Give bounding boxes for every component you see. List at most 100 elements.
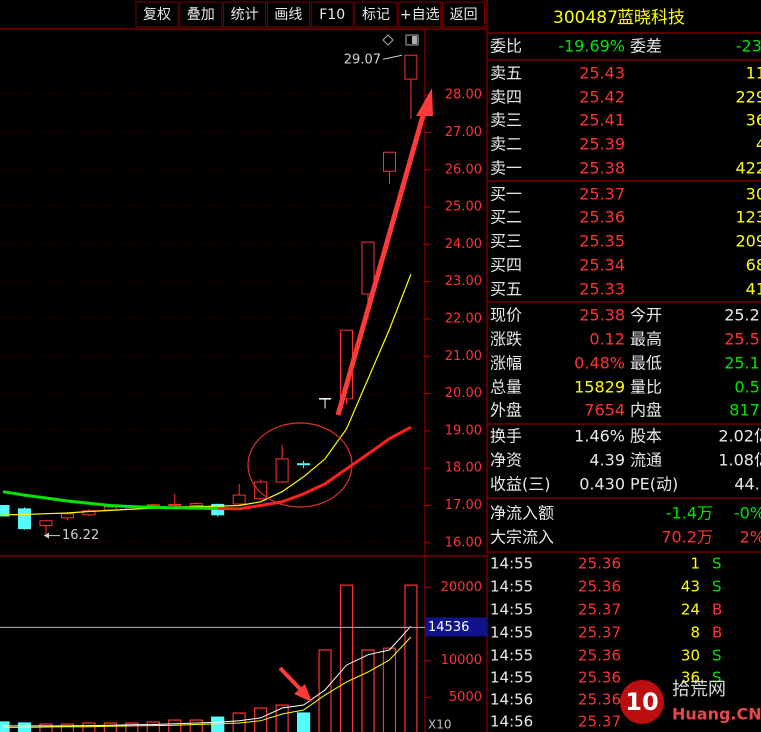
candle-body [146,504,160,507]
stat-label: 最高 [630,330,662,349]
book-volume: 36 [746,111,761,130]
book-label: 买五 [490,280,522,299]
tick-volume: 43 [681,578,700,596]
chart-layer: 复权 叠加 统计 画线 F10 标记 +自选 返回 16.00 17.00 18.00 19.00 20… [0,1,487,732]
stat-label: 内盘 [630,401,662,420]
toolbar-label[interactable]: 标记 [362,7,390,23]
tick-price: 25.37 [578,624,621,642]
stat-label: 涨跌 [490,330,522,349]
book-label: 卖一 [490,159,522,178]
stat-label: 今开 [630,306,662,325]
tick-price: 25.36 [578,578,621,596]
stat-value: 0.48% [574,354,625,373]
toolbar-button[interactable] [179,1,223,28]
book-volume: 229 [735,88,761,107]
tick-price: 25.36 [578,691,621,709]
flow-label: 净流入额 [490,504,554,523]
y-tick-label: 17.00 [445,498,482,513]
book-label: 卖三 [490,111,522,130]
candle-body [82,510,96,516]
tick-time: 14:56 [490,691,533,709]
candle-body [232,494,246,505]
panel-icon[interactable] [405,34,419,46]
volume-unit: X10 [428,718,452,732]
toolbar-button[interactable] [135,1,179,28]
stat-value: 0.12 [589,330,625,349]
candle-body [168,503,182,506]
volume-tick-label: 5000 [449,690,482,705]
stat-label: 最低 [630,354,662,373]
toolbar-label[interactable]: +自选 [400,7,440,23]
finance-label: 股本 [630,427,662,446]
tick-volume: 1 [690,555,700,573]
toolbar-button[interactable] [442,1,486,28]
toolbar-button[interactable] [223,1,267,28]
stat-value: 25.53 [724,330,761,349]
volume-bar [404,584,418,732]
tick-price: 25.36 [578,555,621,573]
toolbar-label[interactable]: F10 [319,7,345,23]
toolbar-label[interactable]: 返回 [450,7,478,23]
tick-price: 25.36 [578,647,621,665]
tick-side: B [712,601,722,619]
toolbar-label[interactable]: 叠加 [187,7,215,23]
volume-bar [296,712,311,732]
diamond-icon[interactable] [382,34,394,46]
finance-value: 1.46% [574,427,625,446]
finance-label: PE(动) [630,475,678,494]
tick-time: 14:55 [490,555,533,573]
book-price: 25.34 [579,256,625,275]
y-tick-label: 19.00 [445,423,482,438]
book-volume: 30 [746,185,761,204]
volume-average [3,625,412,727]
low-marker-arrowhead [44,532,49,539]
toolbar-label[interactable]: 画线 [274,7,302,23]
trend-arrow [335,111,427,416]
tick-time: 14:55 [490,601,533,619]
volume-tick-label: 10000 [441,653,482,668]
watermark-logo: 10 [625,688,658,716]
stat-value: 0.55 [734,378,761,397]
trend-arrowhead [416,88,433,116]
volume-bar [103,722,117,732]
toolbar-button[interactable] [398,1,442,28]
volume-bar [82,722,96,732]
y-tick-label: 27.00 [445,125,482,140]
tick-volume: 8 [690,624,700,642]
current-volume-label: 14536 [428,620,469,635]
candle-body [297,463,311,466]
book-price: 25.41 [579,111,625,130]
toolbar-button[interactable] [310,1,354,28]
flow-percent: 2% [740,528,761,547]
book-price: 25.38 [579,159,625,178]
tick-volume: 24 [681,601,700,619]
candle-body [60,513,74,519]
book-label: 卖二 [490,135,522,154]
stat-value: 15829 [574,378,625,397]
tick-time: 14:55 [490,669,533,687]
tick-side: S [712,578,722,596]
watermark-url: Huang.CN [672,705,761,724]
book-volume: 123 [735,208,761,227]
flow-value: 70.2万 [661,528,713,547]
toolbar-button[interactable] [266,1,310,28]
stat-value: 25.18 [724,354,761,373]
stat-label: 量比 [630,378,662,397]
stat-value: 7654 [584,401,625,420]
volume-tick-label: 20000 [441,580,482,595]
book-price: 25.39 [579,135,625,154]
volume-bar [339,584,354,732]
flow-label: 大宗流入 [490,528,554,547]
candle-body [275,458,289,483]
stat-label: 现价 [490,306,522,325]
volume-bar [146,721,160,732]
stock-code: 300487 [553,8,618,28]
toolbar-label[interactable]: 统计 [231,7,259,23]
finance-value: 44.3 [734,475,761,494]
y-tick-label: 25.00 [445,200,482,215]
toolbar-button[interactable] [354,1,398,28]
current-volume-box [425,617,487,637]
toolbar-label[interactable]: 复权 [143,6,171,23]
